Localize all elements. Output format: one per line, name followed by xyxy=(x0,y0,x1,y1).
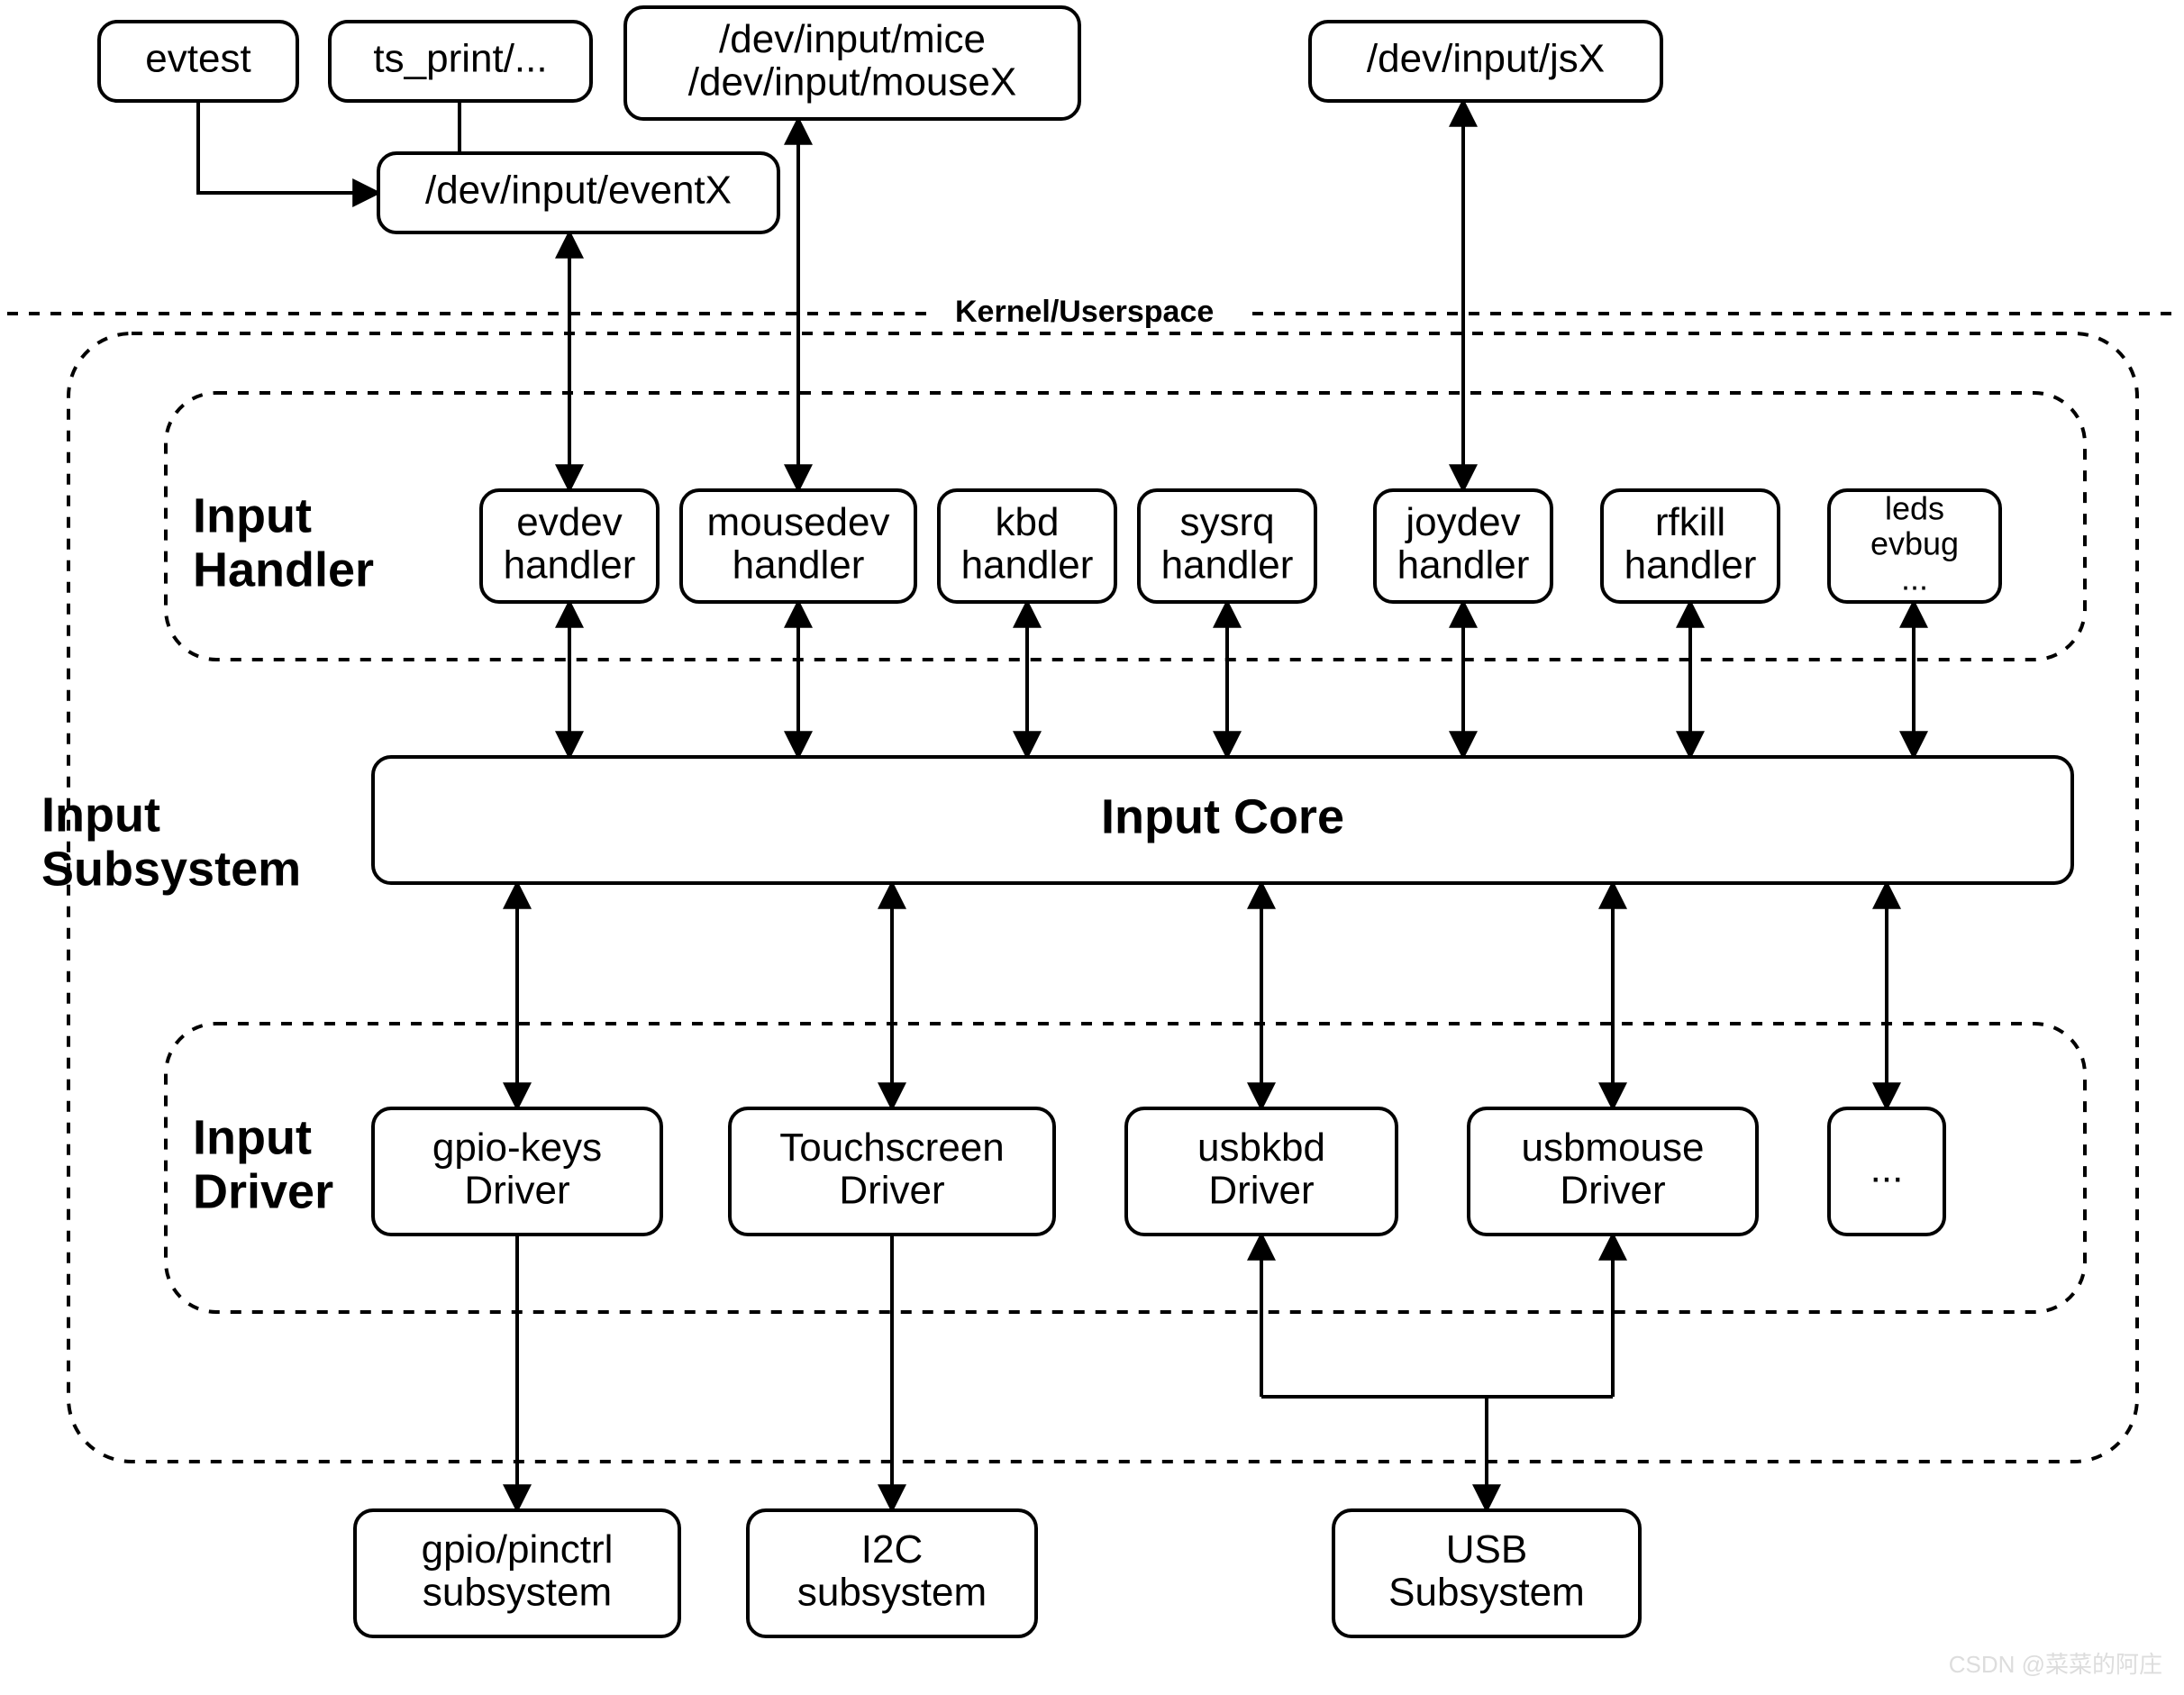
node-mousedev-label: handler xyxy=(733,542,865,587)
node-evdev-label: evdev xyxy=(516,500,622,544)
label-input_subsystem: Subsystem xyxy=(41,843,301,897)
node-sysrq-label: sysrq xyxy=(1179,500,1274,544)
node-usb-label: Subsystem xyxy=(1388,1570,1585,1614)
node-joydev-label: handler xyxy=(1397,542,1530,587)
node-usbmouse-label: Driver xyxy=(1560,1168,1665,1212)
node-gpiokeys-label: Driver xyxy=(464,1168,569,1212)
node-usbmouse-label: usbmouse xyxy=(1521,1125,1704,1170)
node-evdev-label: handler xyxy=(504,542,636,587)
label-input_driver: Input xyxy=(193,1110,312,1164)
node-touchscreen-label: Touchscreen xyxy=(779,1125,1004,1170)
node-joydev-label: joydev xyxy=(1404,500,1520,544)
node-kbd-label: handler xyxy=(961,542,1094,587)
label-kernel_userspace: Kernel/Userspace xyxy=(955,295,1214,329)
watermark: CSDN @菜菜的阿庄 xyxy=(1949,1651,2162,1678)
label-input_handler: Handler xyxy=(193,543,374,597)
node-usbkbd-label: Driver xyxy=(1208,1168,1314,1212)
node-tsprint-label: ts_print/... xyxy=(373,37,547,81)
input-subsystem-diagram: evtest ts_print/... /dev/input/mice/dev/in… xyxy=(0,0,2184,1694)
node-leds-label: leds xyxy=(1885,490,1944,527)
node-sysrq-label: handler xyxy=(1161,542,1294,587)
group-1 xyxy=(166,393,2085,660)
node-rfkill-label: handler xyxy=(1624,542,1757,587)
node-kbd-label: kbd xyxy=(996,500,1060,544)
node-rfkill-label: rfkill xyxy=(1655,500,1725,544)
node-deveventx-label: /dev/input/eventX xyxy=(425,169,732,213)
node-leds-label: evbug xyxy=(1870,525,1959,562)
node-gpiopinctrl-label: gpio/pinctrl xyxy=(422,1527,614,1572)
node-i2c-label: subsystem xyxy=(797,1570,987,1614)
node-inputcore-label: Input Core xyxy=(1101,789,1344,843)
node-devmice-label: /dev/input/mice xyxy=(719,17,986,61)
node-leds-label: ... xyxy=(1901,560,1928,597)
node-evtest-label: evtest xyxy=(145,37,250,81)
node-touchscreen-label: Driver xyxy=(839,1168,944,1212)
node-devmice-label: /dev/input/mouseX xyxy=(688,59,1016,104)
node-usb-label: USB xyxy=(1446,1527,1527,1572)
label-input_driver: Driver xyxy=(193,1165,333,1219)
label-input_handler: Input xyxy=(193,488,312,542)
node-gpiopinctrl-label: subsystem xyxy=(423,1570,612,1614)
node-usbkbd-label: usbkbd xyxy=(1197,1125,1325,1170)
node-mousedev-label: mousedev xyxy=(706,500,889,544)
node-driverdots-label: ... xyxy=(1870,1147,1904,1191)
node-i2c-label: I2C xyxy=(861,1527,923,1572)
node-devjs-label: /dev/input/jsX xyxy=(1367,37,1605,81)
node-gpiokeys-label: gpio-keys xyxy=(432,1125,602,1170)
label-input_subsystem: Input xyxy=(41,788,160,842)
